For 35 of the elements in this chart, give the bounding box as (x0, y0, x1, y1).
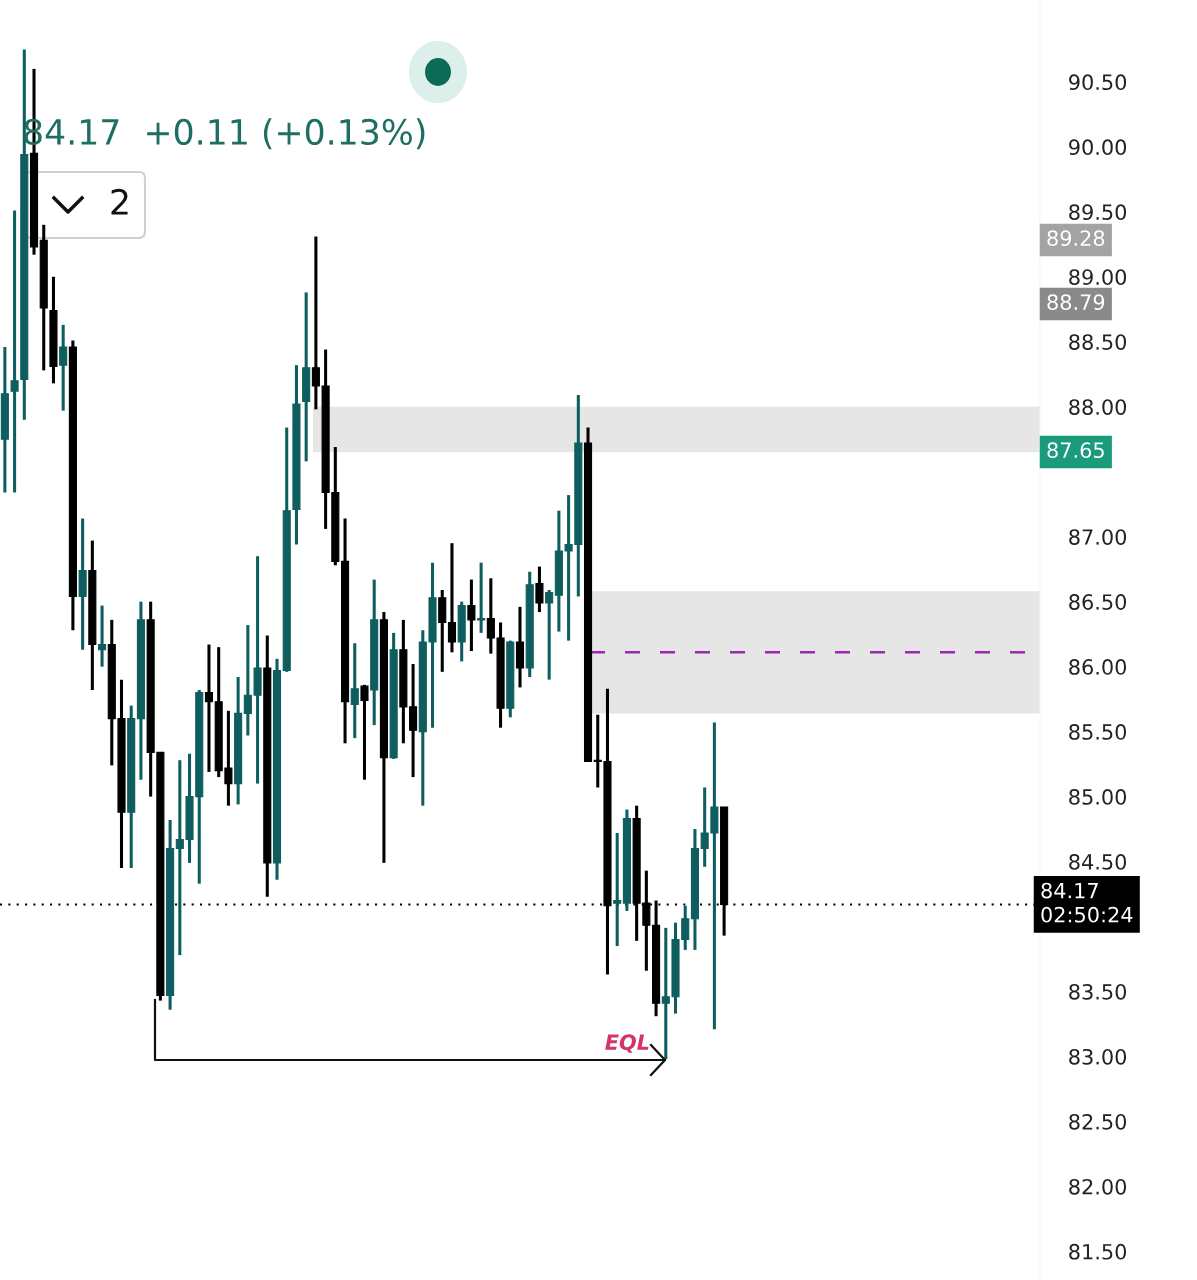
y-tick-label: 82.50 (1069, 1113, 1127, 1130)
candlestick (360, 683, 369, 780)
y-tick-label: 88.50 (1069, 334, 1127, 350)
y-tick-label: 86.50 (1069, 594, 1127, 610)
y-tick-label: 82.00 (1069, 1178, 1127, 1195)
candlestick (545, 589, 554, 680)
candlestick (204, 644, 214, 772)
candlestick (59, 323, 68, 411)
text: 88.79 (1047, 294, 1105, 311)
y-tick-label: 87.00 (1069, 529, 1127, 545)
y-tick-label: 83.50 (1069, 983, 1127, 1000)
candlestick (535, 566, 544, 614)
candlestick (613, 832, 622, 947)
y-tick-label: 83.00 (1069, 1048, 1127, 1065)
candlestick (98, 605, 107, 667)
y-tick-label: 89.00 (1069, 269, 1127, 285)
y-tick-label: 90.00 (1069, 139, 1127, 156)
y-tick-label: 84.50 (1069, 854, 1127, 870)
annotation: EQL (605, 1034, 649, 1053)
y-tick-label: 90.50 (1069, 74, 1127, 91)
y-tick-label: 86.00 (1069, 659, 1127, 675)
y-tick-label: 88.00 (1069, 399, 1127, 415)
text: 87.65 (1047, 442, 1104, 459)
candlestick (447, 543, 457, 653)
y-tick-label: 85.00 (1069, 789, 1127, 805)
candlestick (10, 210, 19, 493)
candlestick (467, 579, 476, 653)
candlestick (477, 562, 486, 633)
y-tick-label: 81.50 (1069, 1243, 1127, 1260)
y-tick-label: 85.50 (1069, 724, 1127, 740)
text: 89.28 (1047, 230, 1105, 247)
annotation: 2 (111, 188, 128, 215)
candlestick (350, 643, 359, 740)
y-tick-label: 89.50 (1069, 204, 1127, 221)
ref-line-label: 84.17 02:50:24 (1041, 882, 1133, 923)
